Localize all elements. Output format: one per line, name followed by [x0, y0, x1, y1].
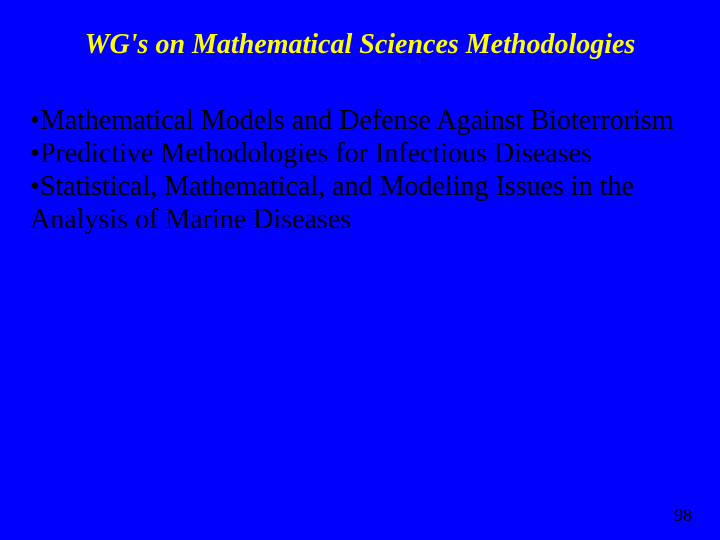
- bullet-text: Statistical, Mathematical, and Modeling …: [30, 171, 634, 235]
- page-number: 98: [674, 505, 692, 526]
- bullet-text: Mathematical Models and Defense Against …: [40, 105, 674, 136]
- bullet-item: •Mathematical Models and Defense Against…: [30, 104, 680, 137]
- bullet-item: •Predictive Methodologies for Infectious…: [30, 137, 680, 170]
- bullet-symbol-icon: •: [30, 105, 40, 136]
- bullet-symbol-icon: •: [30, 138, 40, 169]
- bullet-item: •Statistical, Mathematical, and Modeling…: [30, 170, 680, 236]
- bullet-text: Predictive Methodologies for Infectious …: [40, 138, 592, 169]
- slide-title: WG's on Mathematical Sciences Methodolog…: [0, 0, 720, 62]
- slide: WG's on Mathematical Sciences Methodolog…: [0, 0, 720, 540]
- slide-body: •Mathematical Models and Defense Against…: [30, 104, 680, 236]
- bullet-symbol-icon: •: [30, 171, 40, 202]
